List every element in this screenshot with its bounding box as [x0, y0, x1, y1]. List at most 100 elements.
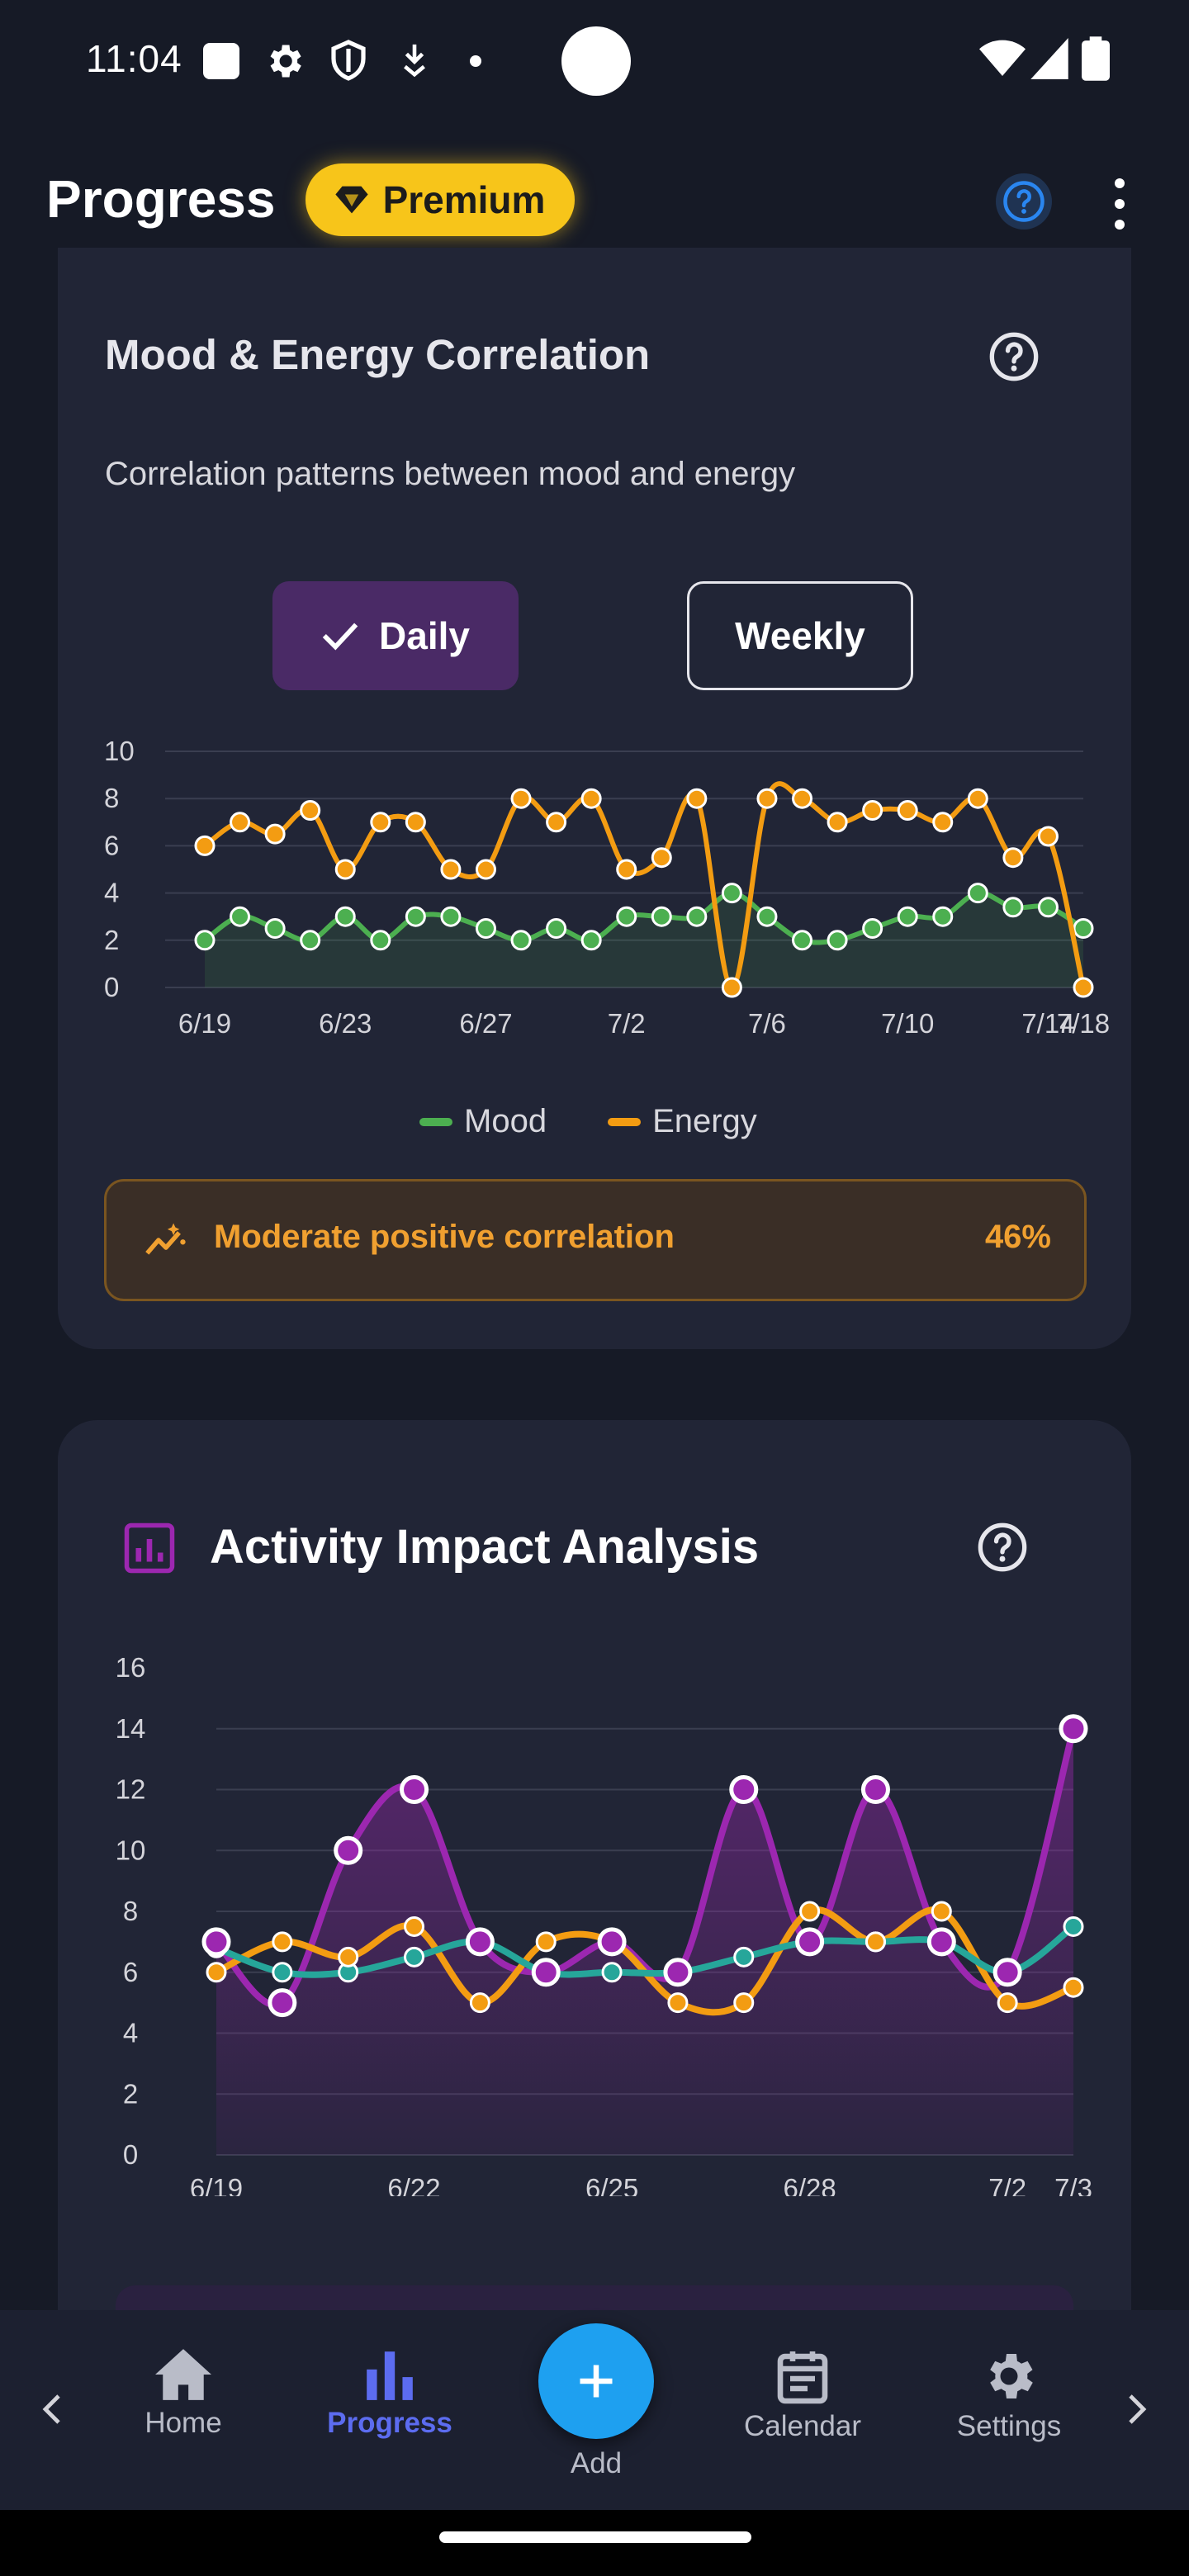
premium-badge[interactable]: Premium [306, 163, 575, 236]
chart-legend: Mood Energy [419, 1103, 757, 1140]
nav-home[interactable]: Home [101, 2310, 266, 2440]
help-circle-icon[interactable] [976, 1521, 1029, 1574]
mood-point [686, 906, 708, 927]
add-entry-button[interactable] [538, 2323, 654, 2439]
nav-settings[interactable]: Settings [926, 2310, 1092, 2443]
energy-point [756, 788, 778, 809]
energy-point [475, 859, 496, 880]
notification-square-icon [203, 43, 239, 79]
mood-point [651, 906, 672, 927]
mood-point [1073, 918, 1094, 939]
y-tick-label: 4 [104, 878, 119, 908]
mood-point [300, 930, 321, 951]
status-time: 11:04 [86, 37, 182, 80]
series-2-point [1063, 1915, 1084, 1937]
series-0-point [400, 1775, 429, 1804]
camera-cutout [561, 26, 631, 96]
series-1-point [667, 1992, 689, 2014]
mood-point [827, 930, 848, 951]
y-tick-label: 10 [104, 736, 135, 766]
activity-impact-title: Activity Impact Analysis [210, 1520, 760, 1574]
x-tick-label: 6/19 [190, 2173, 243, 2196]
y-tick-label: 2 [104, 925, 119, 955]
mood-point [475, 918, 496, 939]
activity-impact-chart: 0 2 4 6 8 10 12 14 16 6/19 6/22 6/25 6/28 7/2 7/3 [116, 1652, 1092, 2196]
plus-icon [580, 2365, 613, 2398]
activity-impact-card [58, 1420, 1131, 2411]
daily-label: Daily [379, 614, 470, 657]
daily-toggle-button[interactable]: Daily [272, 581, 519, 690]
mood-point [440, 906, 462, 927]
energy-legend-swatch [608, 1117, 642, 1126]
purple-area [216, 1728, 1073, 2155]
mood-point [616, 906, 637, 927]
more-options-icon[interactable] [1103, 175, 1136, 233]
energy-point [580, 788, 602, 809]
help-circle-icon[interactable] [988, 330, 1040, 383]
series-0-point [926, 1927, 956, 1957]
mood-point [405, 906, 426, 927]
series-1-point [733, 1992, 755, 2014]
mood-energy-subtitle: Correlation patterns between mood and en… [105, 456, 796, 492]
chevron-left-icon[interactable] [40, 2393, 64, 2426]
mood-point [334, 906, 356, 927]
x-tick-label: 6/28 [783, 2173, 836, 2196]
nav-calendar[interactable]: Calendar [720, 2310, 885, 2443]
weekly-toggle-button[interactable]: Weekly [687, 581, 913, 690]
energy-point [686, 788, 708, 809]
y-tick-label: 6 [104, 830, 119, 860]
bar-chart-icon [367, 2351, 413, 2400]
wifi-icon [979, 40, 1026, 76]
correlation-percent: 46% [984, 1219, 1051, 1255]
y-tick-label: 2 [123, 2078, 138, 2109]
x-tick-label: 7/2 [608, 1008, 646, 1039]
next-section-peek [116, 2285, 1073, 2310]
app-header: Progress Premium [0, 132, 1189, 272]
series-2-point [733, 1946, 755, 1968]
series-0-point [597, 1927, 627, 1957]
energy-point [616, 859, 637, 880]
mood-point [967, 883, 988, 904]
help-button[interactable] [996, 173, 1052, 230]
energy-point [792, 788, 813, 809]
series-1-point [799, 1901, 821, 1922]
shield-status-icon [331, 40, 366, 81]
nav-settings-label: Settings [956, 2410, 1062, 2442]
mood-point [230, 906, 251, 927]
nav-home-label: Home [144, 2407, 222, 2439]
correlation-text: Moderate positive correlation [214, 1219, 675, 1255]
series-0-point [663, 1958, 693, 1987]
checkmark-icon [322, 623, 358, 651]
x-tick-label: 7/3 [1054, 2173, 1092, 2196]
trend-insights-icon [145, 1223, 186, 1255]
series-1-point [865, 1931, 886, 1953]
y-tick-label: 6 [123, 1957, 138, 1987]
settings-status-icon [270, 45, 301, 78]
series-0-point [795, 1927, 825, 1957]
chevron-right-icon[interactable] [1125, 2393, 1149, 2426]
nav-progress[interactable]: Progress [307, 2310, 472, 2440]
mood-energy-chart: 0 2 4 6 8 10 6/19 6/23 6/27 7/2 7/6 7/10 7/147/18 [104, 736, 1110, 1039]
x-tick-label: 7/2 [988, 2173, 1026, 2196]
cellular-signal-icon [1030, 38, 1068, 79]
series-0-point [334, 1835, 363, 1865]
energy-point [264, 823, 286, 845]
x-tick-label: 6/22 [387, 2173, 440, 2196]
analytics-icon [124, 1522, 175, 1574]
series-2-point [272, 1962, 293, 1983]
energy-point [334, 859, 356, 880]
mood-point [510, 930, 532, 951]
energy-point [1037, 826, 1059, 847]
series-0-point [465, 1927, 495, 1957]
x-tick-label: 6/23 [319, 1008, 372, 1039]
series-0-point [201, 1927, 231, 1957]
dot-status-icon [470, 55, 481, 67]
x-tick-label: 6/19 [178, 1008, 231, 1039]
x-tick-label: 7/14 [1021, 1008, 1074, 1039]
energy-point [897, 800, 918, 821]
mood-point [862, 918, 883, 939]
series-2-point [404, 1946, 425, 1968]
energy-point [194, 835, 216, 856]
energy-point [440, 859, 462, 880]
home-indicator [439, 2531, 751, 2543]
